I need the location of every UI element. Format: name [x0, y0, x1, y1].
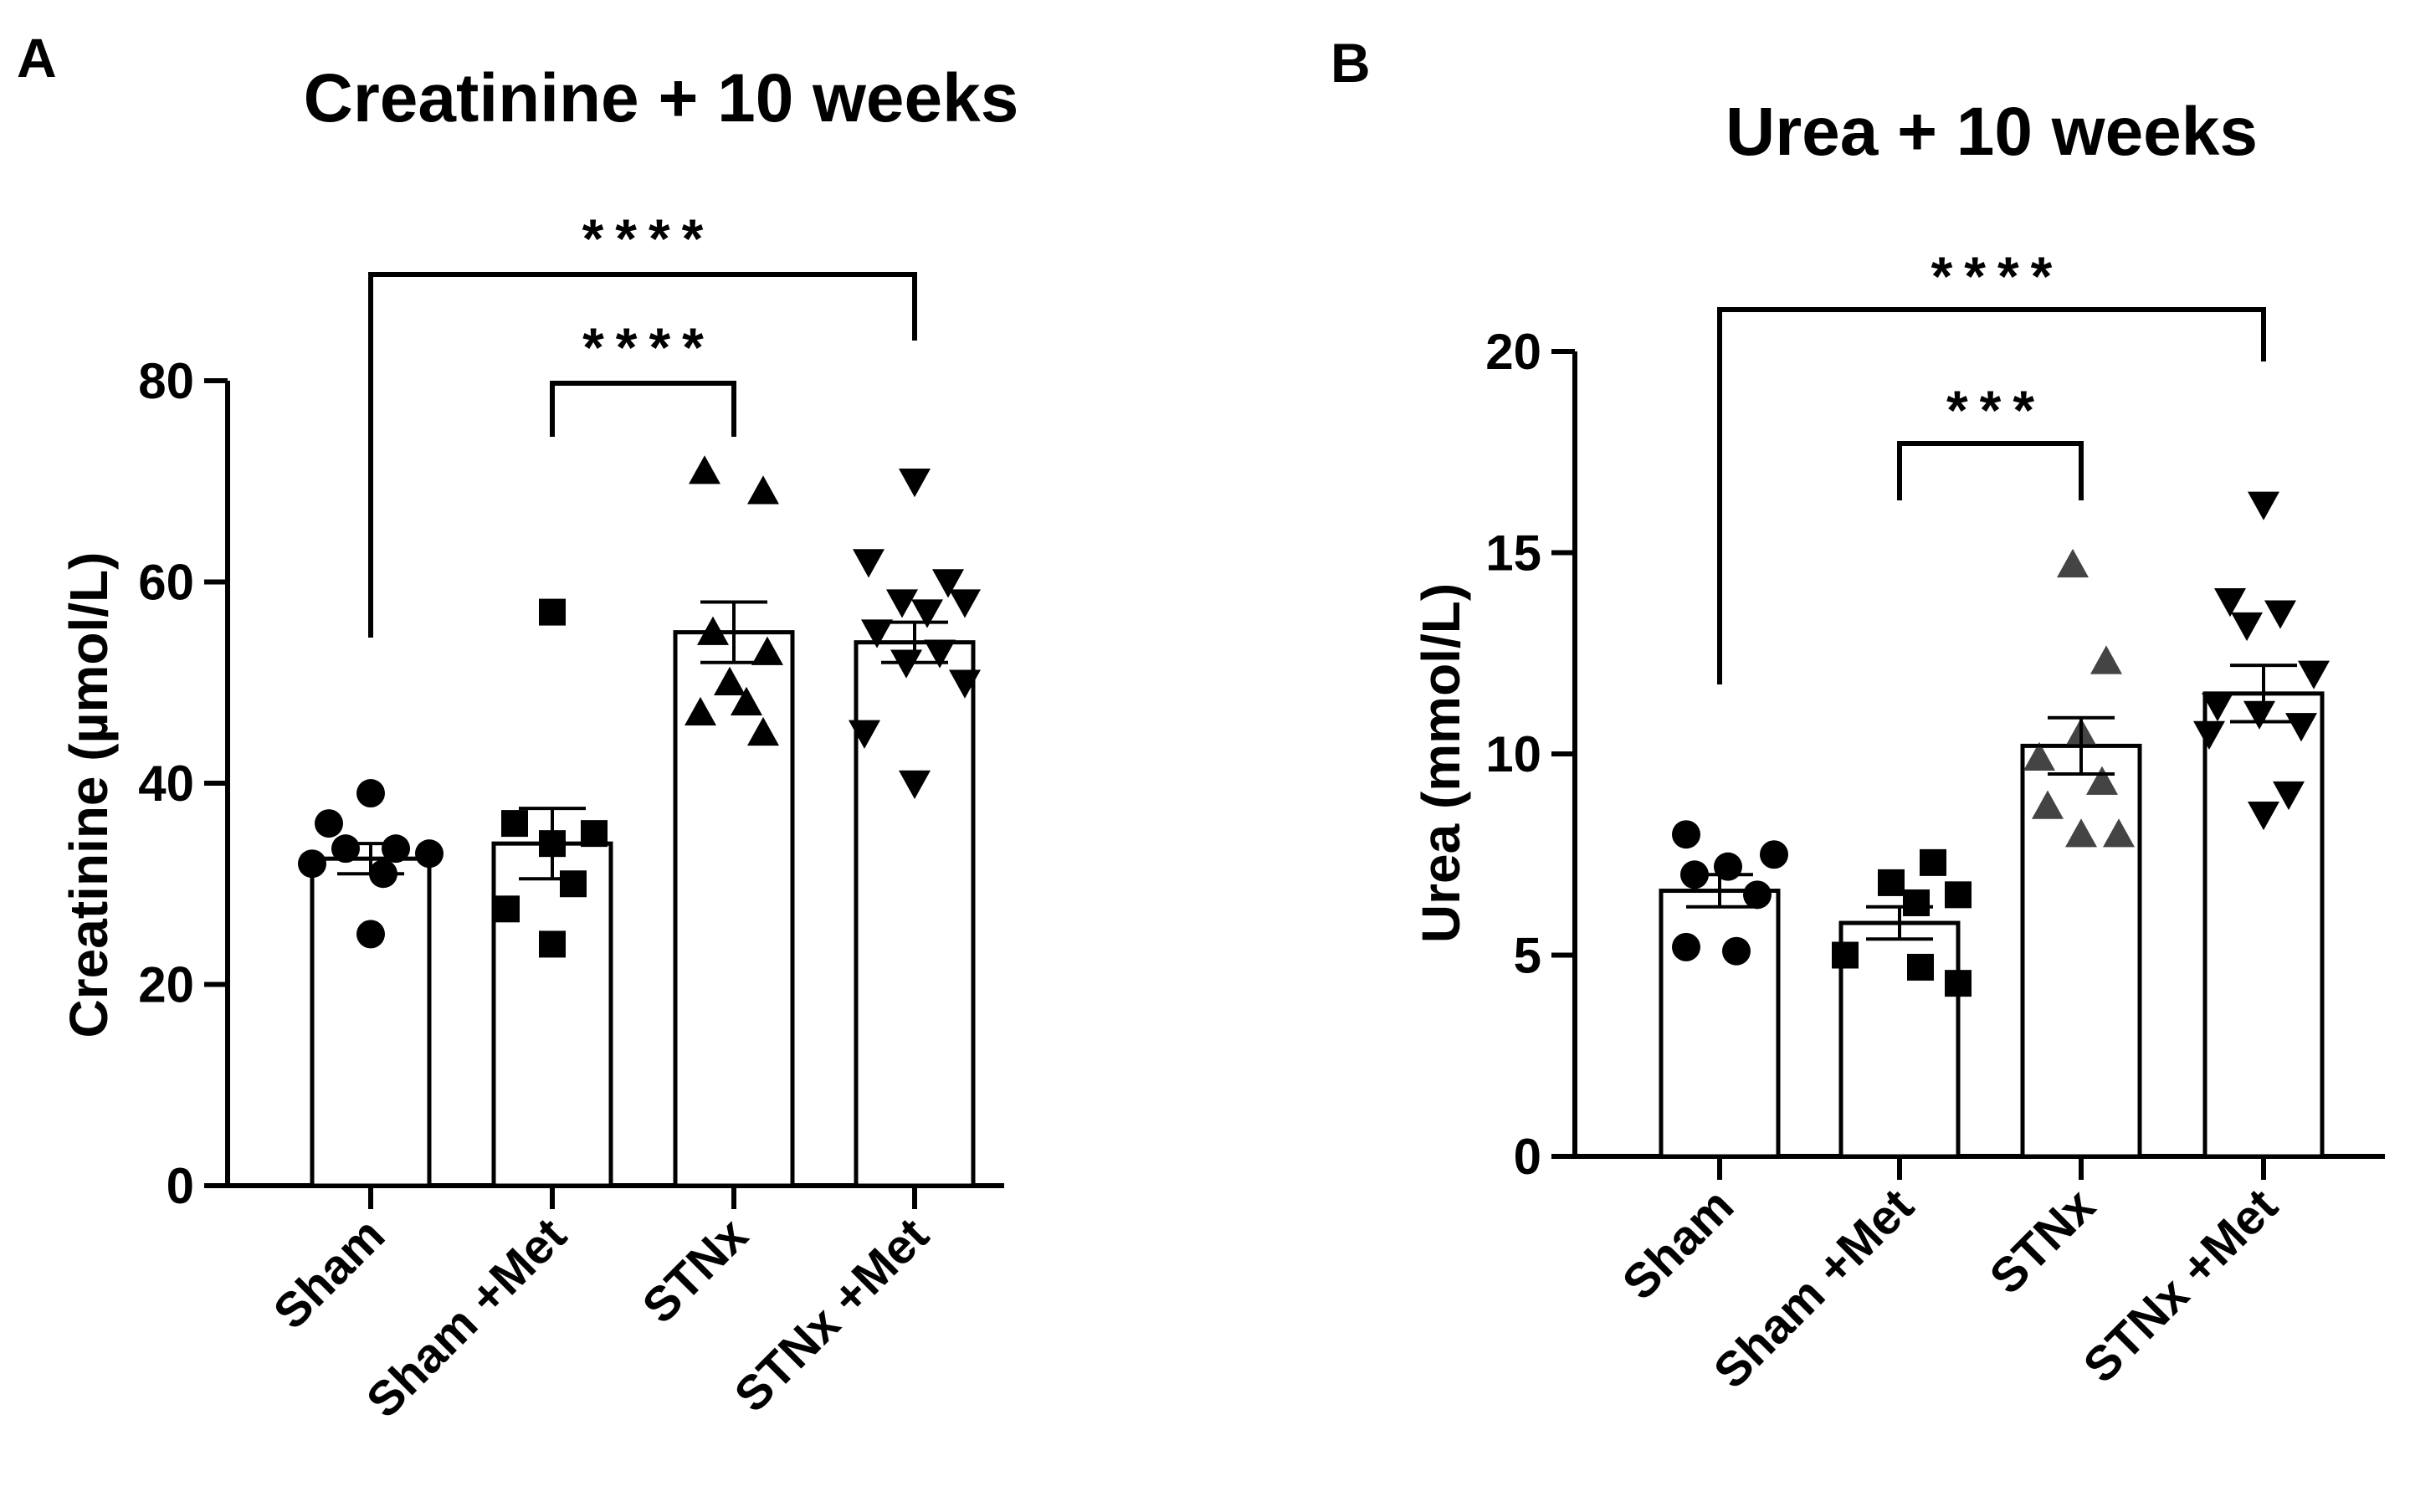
- y-tick-label: 10: [1485, 726, 1541, 782]
- data-point: [949, 589, 981, 618]
- data-point: [685, 696, 716, 726]
- data-point: [1907, 953, 1934, 981]
- data-point: [1722, 936, 1751, 966]
- data-point: [356, 779, 385, 808]
- bar: [310, 856, 432, 1188]
- significance-bracket: [1717, 307, 2266, 684]
- panel-label-b: B: [1331, 32, 1371, 94]
- y-tick-label: 0: [1514, 1129, 1541, 1185]
- significance-bracket: [1897, 441, 2084, 500]
- data-point: [924, 639, 956, 669]
- data-point: [1878, 869, 1905, 896]
- data-point: [1903, 889, 1930, 916]
- x-category-label: STNx: [632, 1207, 758, 1334]
- y-tick-label: 20: [138, 957, 194, 1013]
- data-point: [2202, 693, 2233, 722]
- chart-title-a: Creatinine + 10 weeks: [304, 60, 1019, 136]
- y-tick-label: 20: [1485, 324, 1541, 380]
- data-point: [331, 834, 360, 864]
- significance-bracket: [368, 272, 917, 638]
- data-point: [501, 810, 528, 838]
- data-point: [2248, 801, 2279, 831]
- data-point: [560, 870, 587, 898]
- bar: [491, 841, 613, 1188]
- y-tick-label: 0: [167, 1158, 194, 1214]
- data-point: [747, 716, 779, 746]
- y-axis-label-b: Urea (mmol/L): [1411, 583, 1471, 943]
- data-point: [356, 920, 385, 949]
- data-point: [2103, 818, 2135, 848]
- data-point: [1672, 932, 1700, 961]
- significance-label: ***: [1946, 379, 2046, 441]
- x-category-label: Sham: [264, 1207, 396, 1340]
- data-point: [747, 475, 779, 505]
- significance-label: ****: [582, 316, 715, 378]
- data-point: [2214, 588, 2246, 618]
- data-point: [415, 839, 444, 869]
- data-point: [1945, 881, 1972, 909]
- data-point: [861, 619, 893, 648]
- data-point: [539, 930, 566, 958]
- data-point: [2023, 741, 2055, 771]
- panel-a: A Creatinine + 10 weeks Creatinine (µmol…: [17, 27, 1018, 1428]
- data-point: [2298, 660, 2330, 689]
- data-point: [298, 849, 326, 879]
- data-point: [849, 720, 880, 749]
- data-point: [2264, 600, 2296, 629]
- data-point: [2273, 781, 2305, 811]
- data-point: [1672, 820, 1700, 849]
- data-point: [1743, 880, 1772, 910]
- data-point: [2248, 491, 2279, 520]
- x-category-label: Sham: [1613, 1178, 1745, 1310]
- bar: [2020, 743, 2142, 1159]
- data-point: [2231, 612, 2263, 642]
- data-point: [932, 569, 964, 598]
- data-point: [2193, 720, 2225, 750]
- significance-bracket: [550, 381, 736, 437]
- data-point: [2057, 548, 2089, 578]
- data-point: [1920, 848, 1946, 876]
- y-tick-label: 15: [1485, 525, 1541, 582]
- data-point: [1760, 840, 1788, 869]
- data-point: [2243, 700, 2275, 730]
- x-category-label: STNx +Met: [2073, 1178, 2288, 1393]
- chart-title-b: Urea + 10 weeks: [1725, 94, 2258, 170]
- data-point: [1832, 941, 1859, 969]
- data-point: [689, 455, 720, 484]
- data-point: [751, 636, 783, 665]
- panel-b: B Urea + 10 weeks Urea (mmol/L) 0 5 10 15 20…: [1331, 32, 2385, 1399]
- x-category-label: STNx +Met: [724, 1207, 939, 1422]
- bar: [1659, 889, 1781, 1159]
- data-point: [382, 834, 410, 864]
- data-point: [714, 666, 746, 695]
- data-point: [899, 469, 931, 498]
- data-point: [1945, 970, 1972, 997]
- data-point: [2090, 645, 2122, 674]
- data-point: [949, 669, 981, 699]
- y-axis-label-a: Creatinine (µmol/L): [59, 552, 119, 1038]
- data-point: [493, 895, 520, 923]
- data-point: [853, 549, 885, 578]
- y-tick-label: 80: [138, 353, 194, 409]
- y-tick-label: 5: [1514, 928, 1541, 984]
- bar: [2202, 691, 2325, 1159]
- y-tick-label: 60: [138, 555, 194, 611]
- data-point: [2086, 766, 2118, 795]
- x-category-label: STNx: [1979, 1178, 2105, 1304]
- panel-label-a: A: [17, 27, 57, 89]
- data-point: [911, 599, 943, 628]
- significance-label: ****: [582, 208, 715, 269]
- data-point: [2032, 790, 2064, 819]
- data-point: [315, 809, 343, 838]
- y-tick-label: 40: [138, 756, 194, 812]
- data-point: [886, 589, 918, 618]
- data-point: [539, 598, 566, 626]
- data-point: [731, 686, 762, 715]
- data-point: [2065, 818, 2097, 848]
- significance-label: ****: [1931, 245, 2064, 307]
- data-point: [899, 770, 931, 799]
